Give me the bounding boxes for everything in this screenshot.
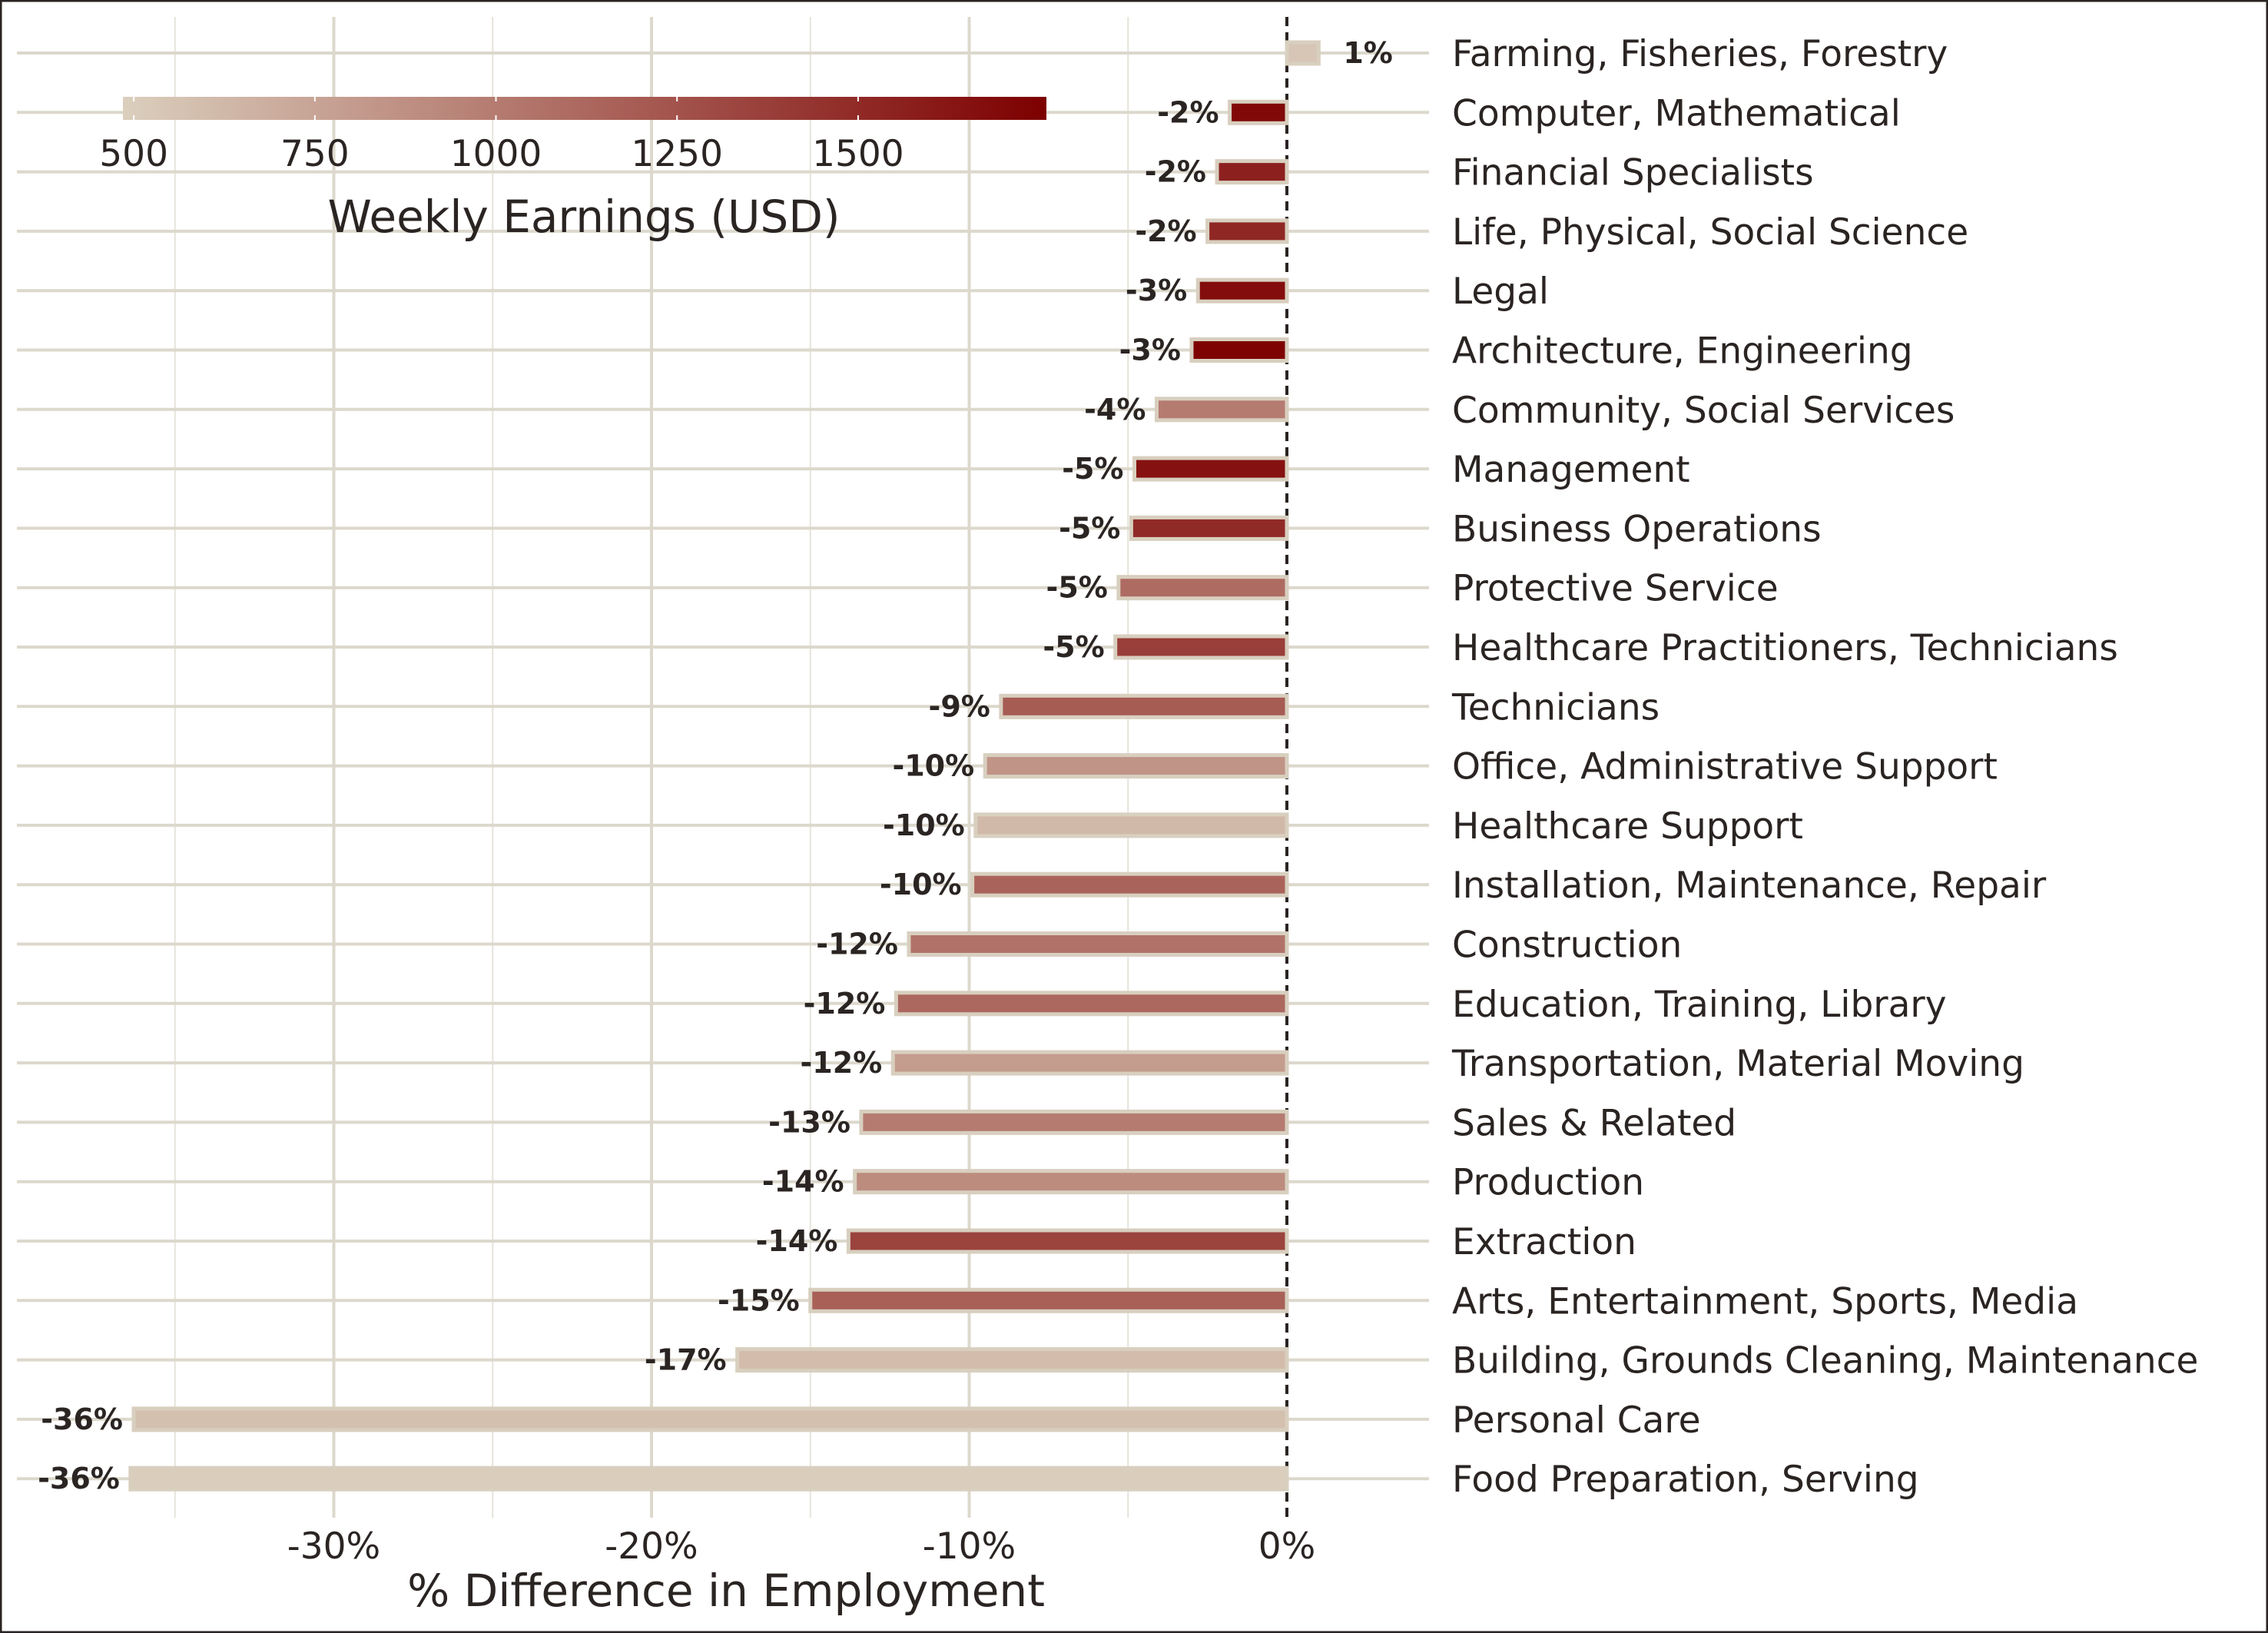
category-label: Healthcare Support	[1452, 805, 1803, 848]
category-label: Building, Grounds Cleaning, Maintenance	[1452, 1340, 2198, 1382]
category-label: Education, Training, Library	[1452, 984, 1947, 1026]
bar-value-label: -5%	[1046, 571, 1108, 605]
bar	[128, 1465, 1289, 1492]
bar	[1129, 515, 1289, 541]
bar	[1228, 99, 1289, 125]
bar-value-label: -4%	[1084, 393, 1146, 427]
x-tick-label: -30%	[287, 1525, 380, 1568]
bar-value-label: -14%	[762, 1165, 844, 1199]
legend-tick-label: 1500	[812, 133, 904, 175]
category-label: Financial Specialists	[1452, 152, 1814, 194]
legend-tick-label: 500	[99, 133, 168, 175]
bar	[859, 1109, 1289, 1135]
category-label: Community, Social Services	[1452, 390, 1955, 432]
bar	[131, 1406, 1289, 1432]
bar-value-label: -10%	[883, 808, 965, 842]
category-label: Business Operations	[1452, 508, 1822, 550]
bar	[1113, 634, 1289, 660]
bar	[983, 753, 1289, 779]
bar-value-label: -9%	[929, 689, 990, 723]
color-legend: 500 750 1000 1250 1500	[99, 97, 1046, 175]
x-tick-label: -10%	[923, 1525, 1016, 1568]
bar-value-label: -10%	[892, 749, 974, 783]
x-tick-label: 0%	[1258, 1525, 1316, 1568]
bar	[1189, 337, 1289, 363]
category-label: Protective Service	[1452, 568, 1779, 610]
bar	[853, 1169, 1289, 1195]
category-label: Sales & Related	[1452, 1102, 1736, 1144]
category-label: Farming, Fisheries, Forestry	[1452, 33, 1948, 75]
category-label: Management	[1452, 449, 1690, 491]
category-label: Construction	[1452, 924, 1682, 967]
bar	[907, 931, 1289, 957]
bar-value-label: -12%	[804, 987, 886, 1021]
bar-value-label: -12%	[816, 928, 898, 961]
bar-value-label: -36%	[41, 1402, 123, 1436]
category-label: Transportation, Material Moving	[1451, 1043, 2024, 1085]
x-tick-label: -20%	[605, 1525, 698, 1568]
category-label: Arts, Entertainment, Sports, Media	[1452, 1280, 2078, 1323]
bar	[970, 871, 1289, 898]
bar	[1215, 159, 1289, 185]
bar	[1116, 575, 1289, 601]
category-label: Office, Administrative Support	[1452, 746, 1998, 788]
legend-tick-label: 1250	[631, 133, 723, 175]
bar	[1195, 277, 1289, 304]
bar	[1205, 218, 1289, 244]
category-label: Personal Care	[1452, 1399, 1701, 1442]
bar-value-label: -2%	[1157, 95, 1219, 129]
legend-tick-label: 1000	[450, 133, 542, 175]
category-label: Healthcare Practitioners, Technicians	[1452, 627, 2118, 669]
bar-value-label: -36%	[38, 1462, 120, 1495]
bar-value-label: -15%	[718, 1283, 800, 1317]
bar-value-label: 1%	[1343, 36, 1393, 70]
bar	[1154, 397, 1289, 423]
bar-value-label: -5%	[1062, 452, 1123, 486]
category-label: Legal	[1452, 271, 1549, 313]
bar-value-label: -10%	[880, 868, 962, 901]
category-label: Technicians	[1451, 686, 1660, 729]
legend-title: Weekly Earnings (USD)	[327, 191, 840, 243]
bar	[735, 1347, 1289, 1373]
bar-value-label: -12%	[801, 1046, 883, 1080]
bars	[128, 40, 1321, 1492]
category-label: Food Preparation, Serving	[1452, 1459, 1919, 1501]
bar	[1285, 40, 1321, 66]
category-label: Life, Physical, Social Science	[1452, 211, 1968, 254]
bar-value-label: -2%	[1135, 214, 1196, 248]
bar-value-label: -13%	[768, 1105, 850, 1139]
bar-value-label: -3%	[1126, 274, 1187, 307]
bar	[846, 1228, 1289, 1254]
bar	[973, 812, 1289, 838]
bar-value-label: -17%	[645, 1343, 727, 1377]
bar	[890, 1050, 1289, 1076]
x-axis-title: % Difference in Employment	[407, 1565, 1045, 1617]
bar-value-label: -14%	[756, 1224, 838, 1258]
legend-tick-label: 750	[280, 133, 350, 175]
bar-value-label: -3%	[1119, 334, 1181, 367]
category-label: Installation, Maintenance, Repair	[1452, 865, 2047, 907]
bar-value-label: -5%	[1043, 630, 1104, 664]
bar-value-label: -2%	[1145, 155, 1206, 189]
bar	[999, 693, 1289, 719]
legend-gradient-bar	[123, 97, 1046, 120]
bar	[894, 991, 1289, 1017]
bar	[1132, 456, 1289, 482]
category-label: Computer, Mathematical	[1452, 92, 1901, 134]
bar-value-label: -5%	[1059, 511, 1120, 545]
labels: 1% Farming, Fisheries, Forestry -2% Compute…	[38, 33, 2198, 1568]
category-label: Extraction	[1452, 1221, 1636, 1263]
category-label: Production	[1452, 1162, 1644, 1204]
bar	[808, 1287, 1289, 1313]
category-label: Architecture, Engineering	[1452, 330, 1913, 373]
